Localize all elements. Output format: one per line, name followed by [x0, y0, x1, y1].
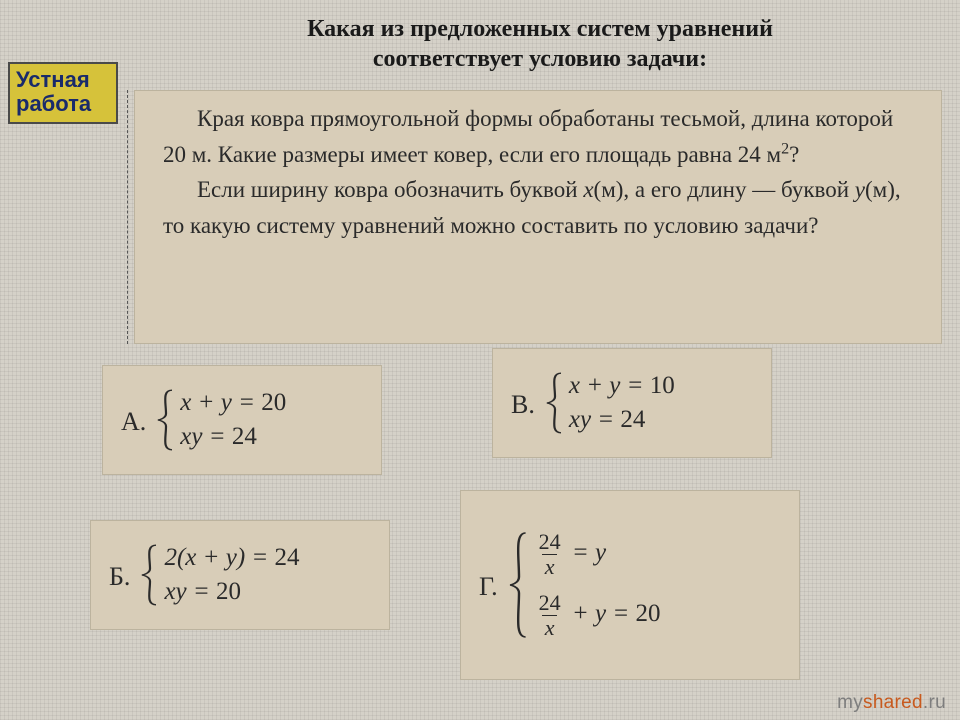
- eq-lhs: xy: [569, 406, 591, 433]
- option-g-eq1: 24 x = y: [534, 531, 661, 578]
- dashed-divider: [127, 90, 128, 344]
- problem-paragraph-1: Края ковра прямоугольной формы обработан…: [163, 101, 921, 172]
- eq-rhs: 20: [261, 389, 286, 416]
- p2-x: x: [583, 177, 593, 202]
- eq-lhs: xy: [164, 578, 186, 605]
- option-v-eq2: xy = 24: [569, 406, 675, 434]
- title-line-1: Какая из предложенных систем уравнений: [307, 16, 773, 42]
- title-line-2: соответствует условию задачи:: [373, 46, 707, 72]
- p2-a: Если ширину ковра обозначить буквой: [197, 177, 583, 202]
- eq-rhs: 24: [275, 544, 300, 571]
- brace-icon: [140, 544, 160, 606]
- eq-lhs: x + y: [569, 372, 621, 399]
- watermark-a: my: [837, 692, 863, 713]
- option-g: Г. 24 x = y 24 x + y = 20: [460, 490, 800, 680]
- frac-den: x: [542, 615, 558, 639]
- watermark: myshared.ru: [837, 692, 946, 714]
- fraction: 24 x: [536, 531, 564, 578]
- option-g-eq2: 24 x + y = 20: [534, 592, 661, 639]
- option-a: А. x + y = 20 xy = 24: [102, 365, 382, 475]
- option-a-equations: x + y = 20 xy = 24: [176, 389, 286, 451]
- badge-line-2: работа: [16, 91, 91, 116]
- option-v: В. x + y = 10 xy = 24: [492, 348, 772, 458]
- eq-mid: + y: [566, 600, 606, 627]
- p2-b: (м), а его длину — буквой: [594, 177, 855, 202]
- problem-paragraph-2: Если ширину ковра обозначить буквой x(м)…: [163, 172, 921, 243]
- brace-icon: [156, 389, 176, 451]
- brace-icon: [508, 531, 530, 639]
- eq-rhs: 10: [650, 372, 675, 399]
- p1-text-b: ?: [789, 142, 799, 167]
- eq-rhs: 24: [232, 423, 257, 450]
- eq-lhs: 2(x + y): [164, 544, 245, 571]
- eq-lhs: x + y: [180, 389, 232, 416]
- oral-work-badge: Устная работа: [8, 62, 118, 124]
- option-b-label: Б.: [109, 558, 130, 592]
- p1-sup: 2: [781, 140, 789, 157]
- frac-num: 24: [536, 592, 564, 615]
- option-b-eq1: 2(x + y) = 24: [164, 544, 299, 572]
- frac-den: x: [542, 554, 558, 578]
- question-title: Какая из предложенных систем уравнений с…: [220, 14, 860, 74]
- badge-line-1: Устная: [16, 67, 90, 92]
- p2-y: y: [855, 177, 865, 202]
- option-g-system: 24 x = y 24 x + y = 20: [508, 531, 661, 639]
- option-g-label: Г.: [479, 568, 498, 602]
- fraction: 24 x: [536, 592, 564, 639]
- watermark-b: shared: [863, 692, 923, 713]
- option-b-equations: 2(x + y) = 24 xy = 20: [160, 544, 299, 606]
- option-g-equations: 24 x = y 24 x + y = 20: [530, 531, 661, 639]
- option-a-eq1: x + y = 20: [180, 389, 286, 417]
- eq-rhs: y: [595, 539, 606, 566]
- eq-rhs: 20: [635, 600, 660, 627]
- eq-lhs: xy: [180, 423, 202, 450]
- option-a-system: x + y = 20 xy = 24: [156, 389, 286, 451]
- p1-text-a: Края ковра прямоугольной формы обработан…: [163, 106, 893, 167]
- option-a-label: А.: [121, 403, 146, 437]
- option-v-system: x + y = 10 xy = 24: [545, 372, 675, 434]
- brace-icon: [545, 372, 565, 434]
- option-v-equations: x + y = 10 xy = 24: [565, 372, 675, 434]
- eq-rhs: 20: [216, 578, 241, 605]
- problem-text-box: Края ковра прямоугольной формы обработан…: [134, 90, 942, 344]
- eq-rhs: 24: [620, 406, 645, 433]
- option-v-label: В.: [511, 386, 535, 420]
- watermark-c: .ru: [923, 692, 946, 713]
- option-b-system: 2(x + y) = 24 xy = 20: [140, 544, 299, 606]
- option-v-eq1: x + y = 10: [569, 372, 675, 400]
- option-b: Б. 2(x + y) = 24 xy = 20: [90, 520, 390, 630]
- option-b-eq2: xy = 20: [164, 578, 299, 606]
- frac-num: 24: [536, 531, 564, 554]
- option-a-eq2: xy = 24: [180, 423, 286, 451]
